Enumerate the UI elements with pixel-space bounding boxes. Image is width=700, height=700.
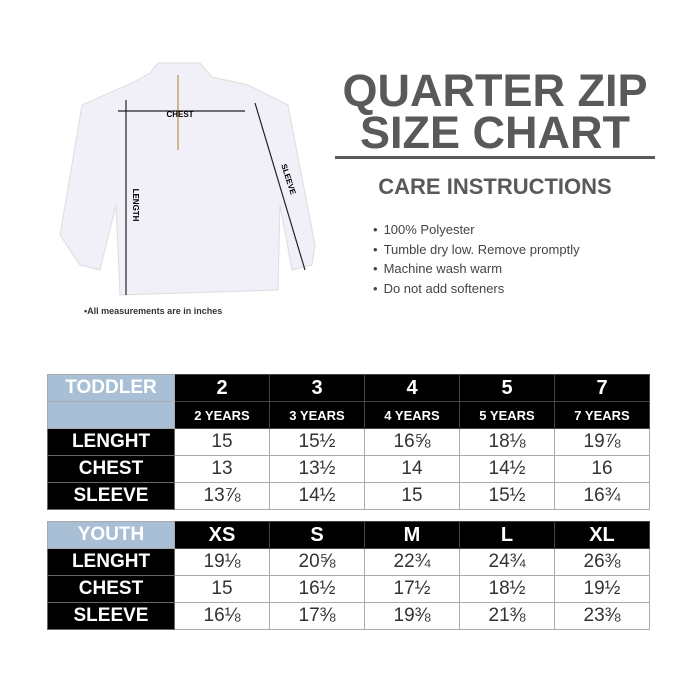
table-row: SLEEVE 13⅞ 14½ 15 15½ 16¾ bbox=[47, 482, 650, 510]
title-line-1: QUARTER ZIP bbox=[342, 65, 648, 116]
age-header: 7 YEARS bbox=[554, 401, 650, 429]
measurement-cell: 13⅞ bbox=[174, 482, 270, 510]
row-label: CHEST bbox=[47, 575, 175, 603]
size-header: XS bbox=[174, 521, 270, 549]
care-heading: CARE INSTRUCTIONS bbox=[378, 174, 612, 199]
row-label: SLEEVE bbox=[47, 602, 175, 630]
measurement-cell: 16⅝ bbox=[364, 428, 460, 456]
care-item: Do not add softeners bbox=[373, 281, 580, 301]
measurement-cell: 15 bbox=[364, 482, 460, 510]
blank-cell bbox=[47, 401, 175, 429]
size-header: 2 bbox=[174, 374, 270, 402]
measurement-cell: 18½ bbox=[459, 575, 555, 603]
table-row: SLEEVE 16⅛ 17⅜ 19⅜ 21⅜ 23⅜ bbox=[47, 602, 650, 630]
toddler-table: TODDLER 2 3 4 5 7 2 YEARS 3 YEARS 4 YEAR… bbox=[47, 374, 650, 510]
care-item: Tumble dry low. Remove promptly bbox=[373, 242, 580, 262]
row-label: CHEST bbox=[47, 455, 175, 483]
age-header: 2 YEARS bbox=[174, 401, 270, 429]
table-row: CHEST 15 16½ 17½ 18½ 19½ bbox=[47, 575, 650, 603]
divider bbox=[335, 156, 655, 159]
measurement-cell: 14½ bbox=[459, 455, 555, 483]
measurement-cell: 15 bbox=[174, 575, 270, 603]
measurement-cell: 16⅛ bbox=[174, 602, 270, 630]
measurement-cell: 14 bbox=[364, 455, 460, 483]
measurement-cell: 19½ bbox=[554, 575, 650, 603]
measurement-cell: 19⅛ bbox=[174, 548, 270, 576]
youth-table: YOUTH XS S M L XL LENGHT 19⅛ 20⅝ 22¾ 24¾ 26⅜ C… bbox=[47, 521, 650, 630]
measurement-cell: 19⅞ bbox=[554, 428, 650, 456]
table-row: LENGHT 15 15½ 16⅝ 18⅛ 19⅞ bbox=[47, 428, 650, 456]
size-header: S bbox=[269, 521, 365, 549]
care-list: 100% Polyester Tumble dry low. Remove pr… bbox=[373, 222, 580, 300]
size-header: 7 bbox=[554, 374, 650, 402]
row-label: LENGHT bbox=[47, 548, 175, 576]
size-header: XL bbox=[554, 521, 650, 549]
table-row: CHEST 13 13½ 14 14½ 16 bbox=[47, 455, 650, 483]
measurement-cell: 15½ bbox=[459, 482, 555, 510]
measurement-cell: 17⅜ bbox=[269, 602, 365, 630]
measurement-cell: 19⅜ bbox=[364, 602, 460, 630]
measurement-cell: 15 bbox=[174, 428, 270, 456]
age-header: 5 YEARS bbox=[459, 401, 555, 429]
size-header: 4 bbox=[364, 374, 460, 402]
youth-label: YOUTH bbox=[47, 521, 175, 549]
measurement-cell: 17½ bbox=[364, 575, 460, 603]
care-item: Machine wash warm bbox=[373, 261, 580, 281]
measurement-cell: 26⅜ bbox=[554, 548, 650, 576]
measurement-cell: 22¾ bbox=[364, 548, 460, 576]
measurement-cell: 20⅝ bbox=[269, 548, 365, 576]
size-header: 3 bbox=[269, 374, 365, 402]
measurement-cell: 13 bbox=[174, 455, 270, 483]
table-row: LENGHT 19⅛ 20⅝ 22¾ 24¾ 26⅜ bbox=[47, 548, 650, 576]
measurement-cell: 14½ bbox=[269, 482, 365, 510]
measurement-cell: 16 bbox=[554, 455, 650, 483]
measurement-note: •All measurements are in inches bbox=[84, 306, 223, 316]
measurement-cell: 16½ bbox=[269, 575, 365, 603]
length-label: LENGTH bbox=[131, 189, 140, 222]
measurement-cell: 13½ bbox=[269, 455, 365, 483]
size-header: 5 bbox=[459, 374, 555, 402]
age-header: 4 YEARS bbox=[364, 401, 460, 429]
measurement-cell: 18⅛ bbox=[459, 428, 555, 456]
size-header: M bbox=[364, 521, 460, 549]
measurement-cell: 21⅜ bbox=[459, 602, 555, 630]
measurement-cell: 15½ bbox=[269, 428, 365, 456]
row-label: LENGHT bbox=[47, 428, 175, 456]
age-header: 3 YEARS bbox=[269, 401, 365, 429]
care-item: 100% Polyester bbox=[373, 222, 580, 242]
measurement-cell: 24¾ bbox=[459, 548, 555, 576]
size-header: L bbox=[459, 521, 555, 549]
row-label: SLEEVE bbox=[47, 482, 175, 510]
toddler-label: TODDLER bbox=[47, 374, 175, 402]
chest-label: CHEST bbox=[166, 110, 193, 119]
measurement-cell: 16¾ bbox=[554, 482, 650, 510]
title-line-2: SIZE CHART bbox=[360, 107, 630, 158]
measurement-cell: 23⅜ bbox=[554, 602, 650, 630]
quarter-zip-shirt-diagram: CHEST LENGTH SLEEVE bbox=[59, 62, 316, 296]
